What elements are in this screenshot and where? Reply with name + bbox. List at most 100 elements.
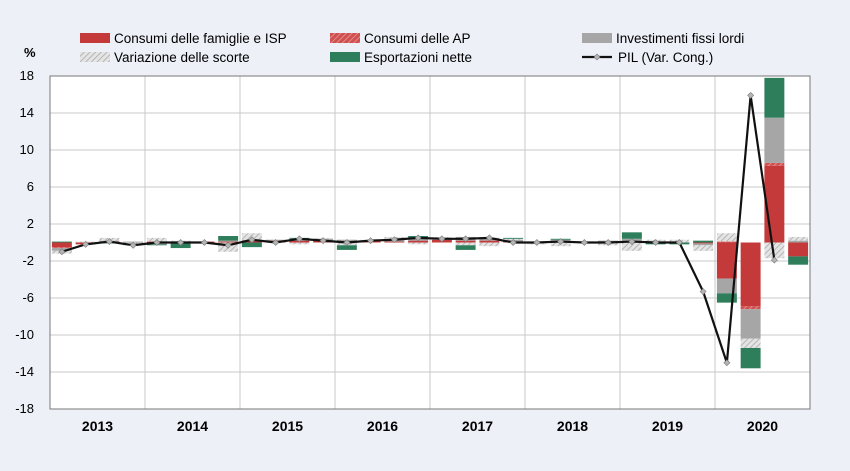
pil-point-marker: [414, 234, 422, 242]
bar-segment-series-2: [693, 243, 714, 246]
pil-point-marker: [129, 241, 137, 249]
x-tick-label-year: 2013: [82, 418, 113, 434]
pil-point-marker: [367, 237, 375, 245]
pil-point-marker: [272, 239, 280, 246]
pil-point-marker: [105, 238, 113, 245]
pil-point-marker: [580, 239, 588, 246]
pil-point-marker: [723, 359, 731, 367]
plot-frame: [49, 75, 811, 410]
y-tick-label: 14: [20, 105, 34, 120]
x-tick-label-year: 2018: [557, 418, 588, 434]
bar-segment-series-0: [740, 242, 761, 307]
bar-segment-series-4: [716, 293, 737, 303]
pil-point-marker: [675, 239, 683, 246]
legend-label-pil: PIL (Var. Cong.): [618, 50, 713, 65]
bar-segment-series-1: [764, 162, 785, 166]
bar-segment-series-3: [764, 242, 785, 259]
legend: Consumi delle famiglie e ISP Consumi dell…: [80, 31, 744, 65]
pil-line-series: [58, 92, 778, 367]
pil-point-marker: [438, 235, 446, 243]
pil-point-marker: [652, 239, 660, 246]
bar-segment-series-0: [479, 240, 500, 243]
x-tick-label-year: 2020: [747, 418, 778, 434]
pil-point-marker: [343, 239, 351, 246]
bar-segment-series-3: [479, 242, 500, 247]
bar-segment-series-3: [621, 242, 642, 251]
pil-point-marker: [153, 239, 161, 246]
bar-segment-series-4: [693, 240, 714, 243]
bar-segment-series-0: [716, 242, 737, 279]
pil-point-marker: [82, 240, 90, 248]
x-tick-label-year: 2017: [462, 418, 493, 434]
bar-segment-series-4: [336, 245, 357, 250]
x-tick-label-year: 2019: [652, 418, 683, 434]
legend-label-series-3: Variazione delle scorte: [114, 50, 250, 65]
pil-point-marker: [557, 238, 565, 245]
y-tick-label: -2: [22, 253, 34, 268]
legend-label-series-2: Investimenti fissi lordi: [616, 31, 744, 46]
legend-label-series-1: Consumi delle AP: [364, 31, 471, 46]
pil-point-marker: [462, 235, 470, 243]
bar-segment-series-2: [788, 240, 809, 243]
y-tick-label: 6: [27, 179, 34, 194]
pil-point-marker: [200, 239, 208, 246]
y-tick-label: -18: [15, 401, 34, 416]
bar-segment-series-1: [716, 241, 737, 243]
pil-point-marker: [319, 237, 327, 245]
bar-segment-series-0: [408, 240, 429, 243]
pil-point-marker: [485, 234, 493, 242]
legend-swatch-series-1: [330, 33, 360, 43]
pil-point-marker: [699, 288, 707, 295]
x-tick-label-year: 2015: [272, 418, 303, 434]
bar-segment-series-2: [740, 309, 761, 339]
bar-segment-series-4: [621, 232, 642, 239]
legend-marker-pil: [593, 53, 601, 61]
y-tick-label: -6: [22, 290, 34, 305]
legend-swatch-series-3: [80, 52, 110, 62]
y-tick-label: -10: [15, 327, 34, 342]
bar-segment-series-3: [716, 233, 737, 242]
pil-point-marker: [604, 239, 612, 246]
bar-segment-series-3: [289, 242, 310, 245]
bar-segment-series-0: [788, 242, 809, 257]
bar-segment-series-3: [740, 338, 761, 348]
bar-segment-series-3: [788, 236, 809, 241]
pil-point-marker: [533, 239, 541, 246]
pil-point-marker: [390, 236, 398, 244]
legend-swatch-series-2: [582, 33, 612, 43]
y-axis-unit: %: [24, 45, 36, 60]
bar-segment-series-4: [218, 236, 239, 241]
pil-point-marker: [509, 239, 517, 246]
bar-segment-series-0: [693, 242, 714, 244]
axes: 18 14 10 6 2 -2 -6 -10 -14 -18 2013 2014 2015 2016 201…: [15, 68, 778, 434]
bar-segment-series-2: [764, 117, 785, 163]
pil-point-marker: [58, 248, 66, 256]
bar-segment-series-4: [241, 242, 262, 248]
bar-segment-series-3: [693, 245, 714, 251]
pil-point-marker: [248, 236, 256, 244]
x-tick-label-year: 2014: [177, 418, 208, 434]
y-tick-label: 18: [20, 68, 34, 83]
bar-segment-series-3: [408, 242, 429, 245]
pil-point-marker: [747, 92, 755, 99]
bar-segment-series-1: [51, 247, 72, 249]
y-tick-label: -14: [15, 364, 34, 379]
pil-point-marker: [295, 235, 303, 243]
legend-label-series-0: Consumi delle famiglie e ISP: [114, 31, 287, 46]
bar-segment-series-4: [51, 241, 72, 243]
y-tick-label: 2: [27, 216, 34, 231]
x-tick-label-year: 2016: [367, 418, 398, 434]
legend-swatch-series-4: [330, 52, 360, 62]
pil-point-marker: [628, 238, 636, 245]
bar-segment-series-4: [740, 347, 761, 369]
bar-segment-series-0: [51, 242, 72, 248]
bar-segment-series-2: [218, 240, 239, 242]
bar-segment-series-4: [764, 77, 785, 118]
bar-segment-series-1: [740, 306, 761, 310]
bar-segment-series-2: [716, 278, 737, 294]
bar-segment-series-4: [503, 237, 524, 239]
bar-segment-series-4: [788, 256, 809, 265]
pil-point-marker: [224, 241, 232, 249]
legend-swatch-series-0: [80, 33, 110, 43]
